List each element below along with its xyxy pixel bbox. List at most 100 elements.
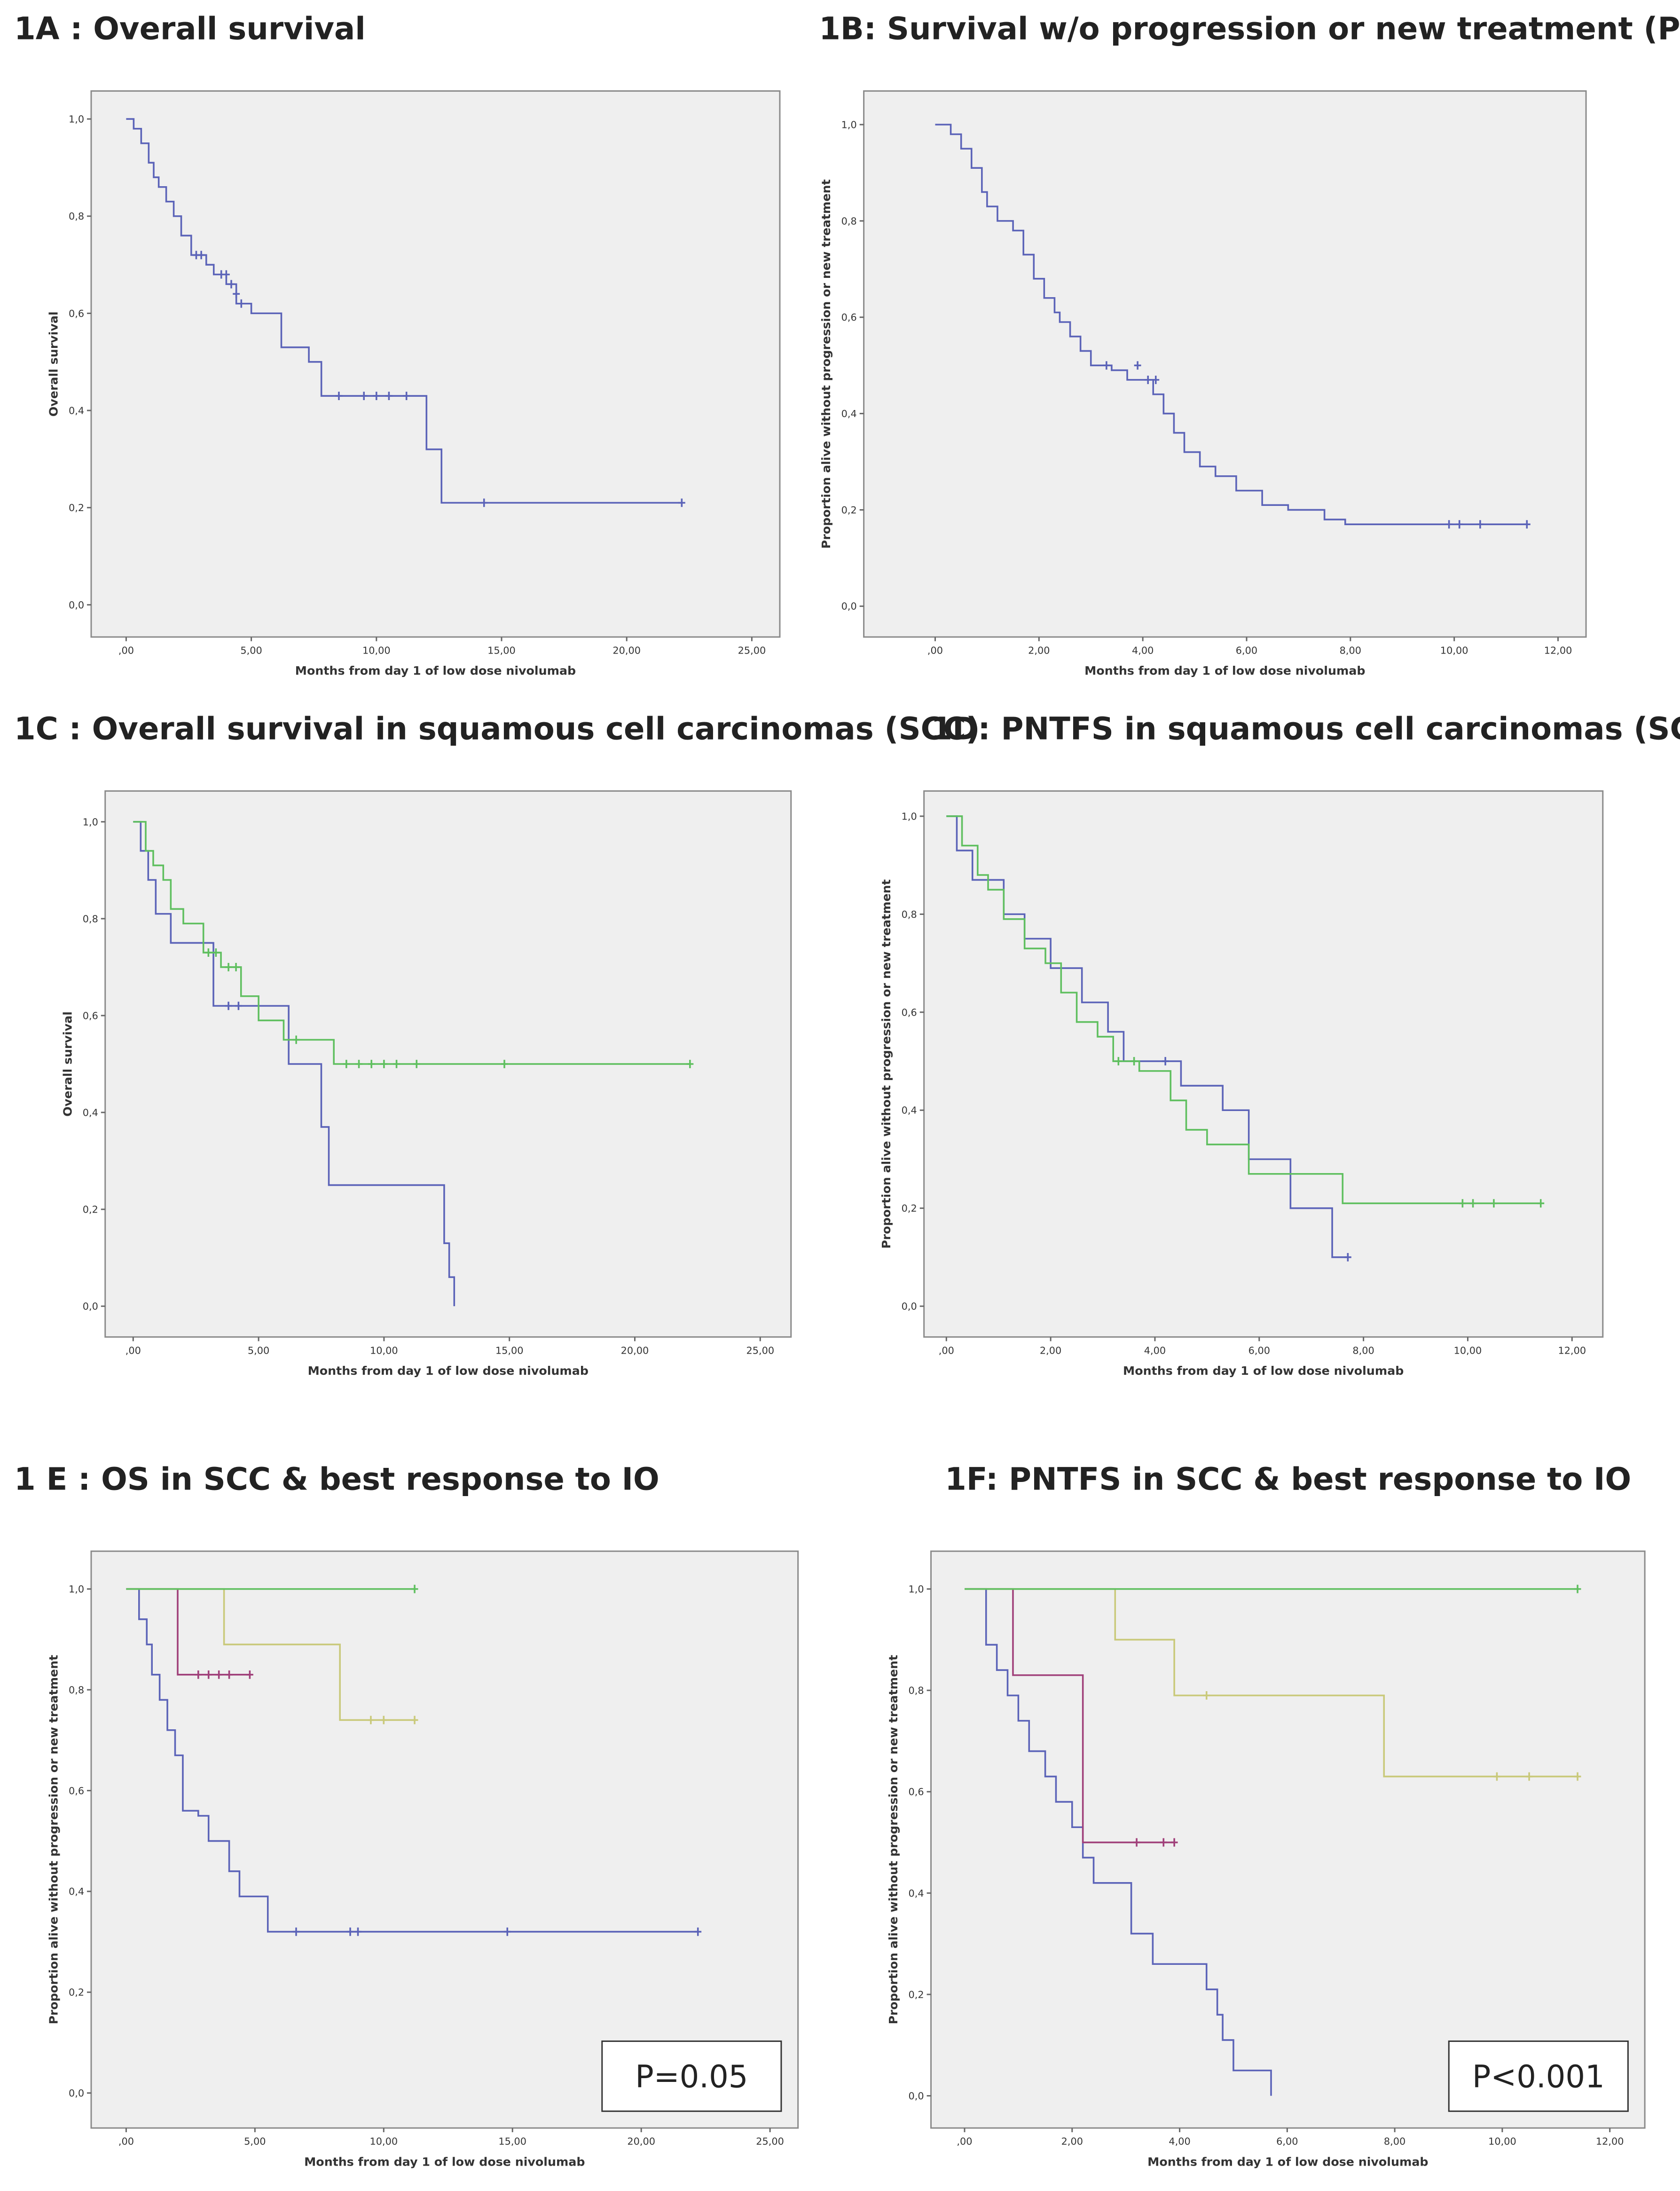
censor-mark <box>1103 361 1110 370</box>
x-tick-label: 12,00 <box>1596 2136 1624 2147</box>
y-tick-label: 0,4 <box>909 1888 924 1899</box>
y-tick-label: 0,4 <box>69 405 84 416</box>
y-tick-label: 0,8 <box>83 913 98 924</box>
survival-curve <box>946 815 1541 1205</box>
censor-mark <box>1476 520 1484 529</box>
chart-title: 1D: PNTFS in squamous cell carcinomas (S… <box>931 711 1680 747</box>
x-tick-label: ,00 <box>927 645 943 656</box>
censor-mark <box>335 392 343 400</box>
censor-mark <box>380 1060 388 1068</box>
censor-mark <box>222 270 230 279</box>
censor-mark <box>1130 1057 1138 1065</box>
y-tick-label: 0,6 <box>83 1010 98 1021</box>
y-axis-label: Proportion alive without progression or … <box>887 1655 900 2025</box>
y-tick-label: 1,0 <box>902 811 917 822</box>
x-tick-label: 10,00 <box>1488 2136 1516 2147</box>
annotation-box <box>601 2040 782 2112</box>
y-axis-label: Overall survival <box>61 1011 74 1117</box>
censor-mark <box>503 1927 511 1936</box>
censor-mark <box>292 1927 300 1936</box>
censor-mark <box>343 1060 350 1068</box>
censor-mark <box>225 1001 232 1010</box>
y-tick-label: 0,0 <box>902 1301 917 1312</box>
y-tick-label: 0,6 <box>841 312 857 323</box>
plot-area <box>90 90 781 638</box>
censor-mark <box>1525 1772 1533 1781</box>
censor-mark <box>292 1035 300 1044</box>
x-tick-label: ,00 <box>957 2136 972 2147</box>
y-tick-label: 0,0 <box>69 2088 84 2099</box>
y-tick-label: 0,0 <box>69 599 84 611</box>
y-tick-label: 0,2 <box>83 1204 98 1215</box>
censor-mark <box>1344 1253 1351 1261</box>
survival-curve <box>133 821 690 1065</box>
censor-mark <box>413 1060 420 1068</box>
y-tick-label: 1,0 <box>909 1584 924 1595</box>
x-tick-label: 20,00 <box>612 645 641 656</box>
censor-mark <box>1160 1838 1167 1847</box>
chart-title: 1F: PNTFS in SCC & best response to IO <box>945 1461 1631 1497</box>
y-axis-label: Proportion alive without progression or … <box>819 179 833 549</box>
censor-mark <box>1152 375 1160 384</box>
censor-mark <box>226 1670 233 1679</box>
y-axis-label: Proportion alive without progression or … <box>879 879 893 1249</box>
x-tick-label: 15,00 <box>495 1345 524 1356</box>
censor-mark <box>233 290 240 298</box>
censor-mark <box>212 948 220 957</box>
survival-curve <box>126 118 682 504</box>
x-axis-label: Months from day 1 of low dose nivolumab <box>1147 2155 1428 2168</box>
chart-title: 1B: Survival w/o progression or new trea… <box>819 11 1680 47</box>
censor-mark <box>354 1927 361 1936</box>
censor-mark <box>1459 1199 1466 1208</box>
y-tick-label: 0,4 <box>841 408 857 419</box>
y-tick-label: 0,6 <box>909 1786 924 1797</box>
y-tick-label: 0,0 <box>841 601 857 612</box>
censor-mark <box>403 392 410 400</box>
x-tick-label: 5,00 <box>248 1345 269 1356</box>
censor-mark <box>235 1001 242 1010</box>
censor-mark <box>1445 520 1453 529</box>
y-tick-label: 0,8 <box>902 909 917 920</box>
censor-mark <box>411 1584 418 1593</box>
censor-mark <box>380 1716 387 1725</box>
survival-curve <box>126 1588 698 1933</box>
x-tick-label: ,00 <box>118 2136 134 2147</box>
censor-mark <box>237 299 245 308</box>
x-tick-label: 8,00 <box>1340 645 1361 656</box>
x-tick-label: 25,00 <box>756 2136 784 2147</box>
x-axis-label: Months from day 1 of low dose nivolumab <box>304 2155 585 2168</box>
x-tick-label: 2,00 <box>1040 1345 1061 1356</box>
censor-mark <box>1493 1772 1500 1781</box>
censor-mark <box>694 1927 702 1936</box>
chart-title: 1C : Overall survival in squamous cell c… <box>14 711 980 747</box>
censor-mark <box>225 963 232 971</box>
censor-mark <box>1574 1584 1581 1593</box>
x-tick-label: 12,00 <box>1544 645 1572 656</box>
plot-area <box>923 790 1604 1338</box>
y-tick-label: 0,8 <box>841 215 857 227</box>
y-tick-label: 1,0 <box>69 1584 84 1595</box>
censor-mark <box>385 392 393 400</box>
x-tick-label: 4,00 <box>1169 2136 1190 2147</box>
censor-mark <box>215 1670 223 1679</box>
y-tick-label: 0,2 <box>841 504 857 516</box>
plot-area <box>863 90 1587 638</box>
x-tick-label: 4,00 <box>1144 1345 1166 1356</box>
x-tick-label: 5,00 <box>244 2136 266 2147</box>
censor-mark <box>1574 1772 1581 1781</box>
x-tick-label: 25,00 <box>738 645 766 656</box>
plot-area <box>930 1550 1646 2129</box>
y-tick-label: 0,4 <box>83 1107 98 1118</box>
censor-mark <box>232 963 240 971</box>
survival-curve <box>965 1588 1578 1778</box>
censor-mark <box>204 948 212 957</box>
x-tick-label: 12,00 <box>1558 1345 1586 1356</box>
x-axis-label: Months from day 1 of low dose nivolumab <box>1123 1364 1404 1378</box>
x-tick-label: ,00 <box>939 1345 954 1356</box>
censor-mark <box>195 1670 202 1679</box>
y-tick-label: 0,0 <box>83 1301 98 1312</box>
x-tick-label: 10,00 <box>1454 1345 1482 1356</box>
censor-mark <box>1537 1199 1545 1208</box>
x-tick-label: 10,00 <box>1440 645 1468 656</box>
